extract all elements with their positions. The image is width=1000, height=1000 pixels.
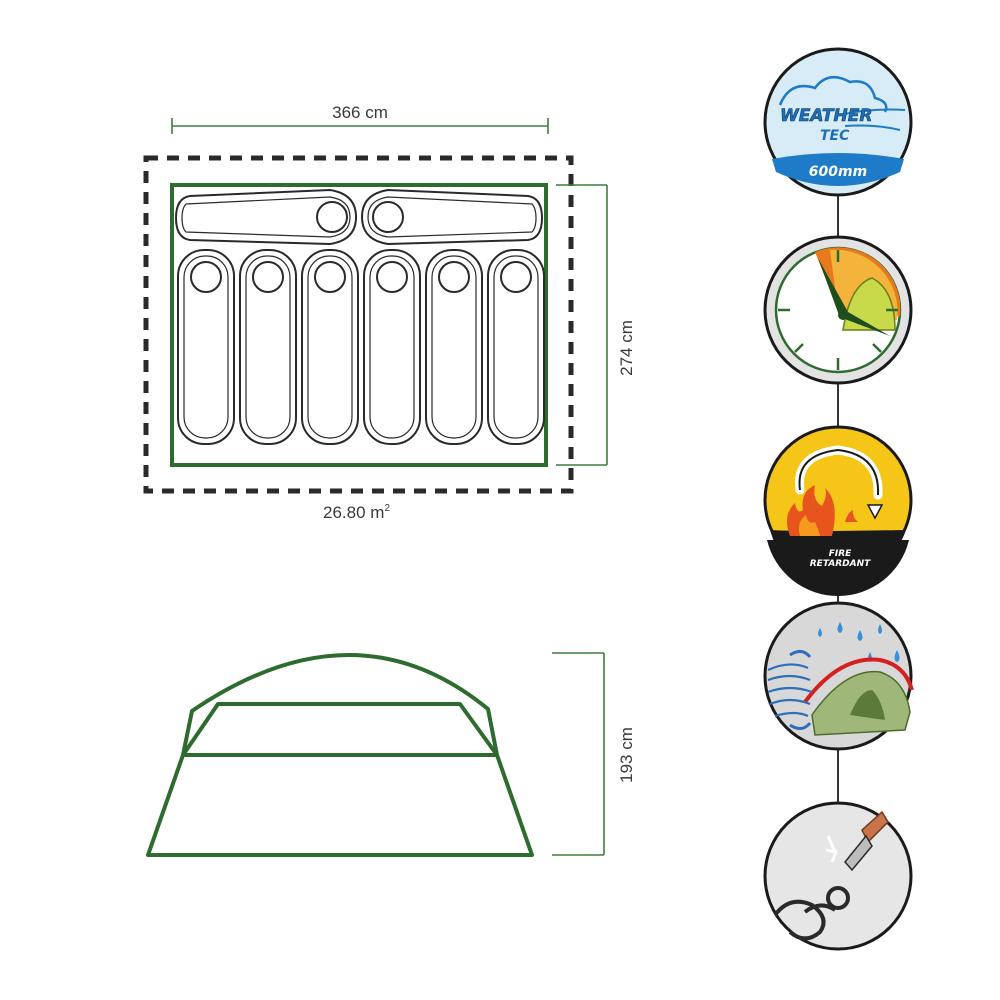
pole-pin-icon [763, 801, 913, 951]
area-label: 26.80 m2 [323, 503, 390, 522]
fire-label-line-1: FIRE [829, 549, 852, 559]
weathertec-logo-word-1: WEATHER [780, 106, 872, 126]
floor-plan: 366 cm 274 cm 26.80 m2 [143, 103, 636, 522]
fast-pitch-clock-icon [763, 235, 913, 385]
waterproof-rating: 600mm [809, 164, 867, 180]
depth-label: 274 cm [617, 320, 636, 376]
sleeping-bag [487, 249, 545, 445]
sleeping-bags-row [177, 249, 545, 445]
width-dimension [171, 118, 549, 134]
sleeping-bag [174, 188, 358, 246]
weathertec-logo-word-2: TEC [820, 128, 850, 144]
sleeping-bag [360, 188, 544, 246]
height-dimension [552, 652, 605, 856]
sleeping-bag [301, 249, 359, 445]
weathertec-icon: WEATHER TEC 600mm [763, 47, 913, 197]
ventilation-icon [763, 601, 914, 751]
depth-dimension [556, 184, 608, 466]
fire-retardant-icon: FIRE RETARDANT [763, 425, 913, 597]
inner-tent-floor [170, 183, 548, 467]
sleeping-bag [177, 249, 235, 445]
tent-roof-panel [181, 702, 499, 757]
fire-label-line-2: RETARDANT [810, 559, 871, 569]
width-label: 366 cm [332, 103, 388, 122]
sleeping-bag [363, 249, 421, 445]
height-label: 193 cm [617, 727, 636, 783]
side-view [146, 653, 534, 857]
footprint-outline [143, 155, 574, 494]
sleeping-bag [425, 249, 483, 445]
sleeping-bag [239, 249, 297, 445]
